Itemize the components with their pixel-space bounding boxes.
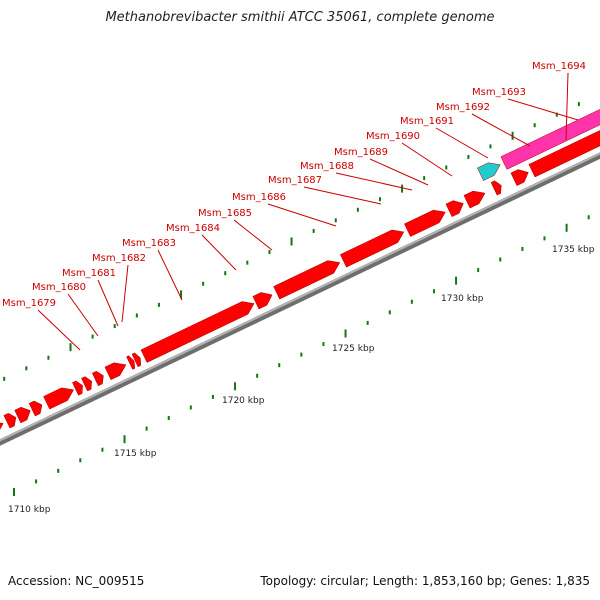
genome-backbone-highlight: [0, 152, 600, 442]
leader-line: [201, 234, 237, 271]
gene-arrow: [445, 200, 464, 218]
gene-label: Msm_1691: [400, 116, 454, 127]
kbp-label: 1720 kbp: [222, 396, 265, 406]
leader-line: [401, 142, 453, 177]
gene-track: [0, 109, 600, 430]
label-leaders: [37, 72, 579, 351]
leader-line: [121, 264, 129, 323]
gene-arrow: [252, 292, 273, 310]
gene-arrow: [340, 229, 405, 268]
gene-label: Msm_1689: [334, 147, 388, 158]
leader-line: [303, 186, 382, 205]
gene-label: Msm_1683: [122, 238, 176, 249]
leader-line: [97, 279, 119, 327]
gene-arrow: [404, 209, 446, 237]
kbp-label: 1735 kbp: [552, 245, 595, 255]
accession-text: Accession: NC_009515: [8, 574, 145, 588]
kbp-label: 1725 kbp: [332, 344, 375, 354]
gene-arrow: [140, 301, 255, 363]
kbp-label: 1715 kbp: [114, 449, 157, 459]
leader-line: [471, 113, 531, 147]
kbp-label: 1710 kbp: [8, 505, 51, 515]
genome-backbone: [0, 152, 600, 446]
inner-tick-row: [13, 215, 590, 496]
gene-arrow: [528, 130, 600, 178]
kbp-label: 1730 kbp: [441, 294, 484, 304]
gene-label: Msm_1690: [366, 131, 420, 142]
gene-label: Msm_1694: [532, 61, 586, 72]
gene-label: Msm_1680: [32, 282, 86, 293]
gene-arrow: [273, 260, 341, 300]
gene-arrow: [91, 370, 104, 387]
leader-line: [267, 203, 337, 227]
gene-label: Msm_1685: [198, 208, 252, 219]
gene-arrow: [510, 169, 529, 186]
gene-labels: Msm_1679 Msm_1680 Msm_1681 Msm_1682 Msm_1683…: [2, 61, 586, 309]
gene-label: Msm_1688: [300, 161, 354, 172]
gene-label: Msm_1681: [62, 268, 116, 279]
gene-arrow: [490, 180, 502, 196]
gene-label: Msm_1682: [92, 253, 146, 264]
rna-gene-cyan: [477, 162, 501, 181]
gene-label: Msm_1687: [268, 175, 322, 186]
gene-label: Msm_1686: [232, 192, 286, 203]
gene-arrow: [28, 400, 43, 417]
leader-line: [369, 158, 429, 186]
leader-line: [435, 127, 489, 159]
summary-text: Topology: circular; Length: 1,853,160 bp…: [260, 574, 590, 588]
gene-label: Msm_1684: [166, 223, 220, 234]
gene-arrow: [131, 352, 141, 368]
gene-label: Msm_1692: [436, 102, 490, 113]
gene-arrow: [72, 380, 83, 396]
outer-tick-row: [3, 102, 580, 381]
gene-arrow: [0, 422, 4, 430]
gene-arrow: [104, 362, 127, 381]
gene-arrow: [81, 376, 92, 392]
leader-line: [565, 72, 569, 141]
leader-line: [157, 249, 183, 301]
leader-line: [335, 172, 413, 191]
leader-line: [37, 309, 81, 351]
leader-line: [67, 293, 99, 337]
gene-arrow: [126, 355, 136, 370]
gene-arrow: [14, 406, 31, 424]
map-title: Methanobrevibacter smithii ATCC 35061, c…: [105, 10, 495, 25]
rna-gene-pink: [500, 109, 600, 170]
gene-label: Msm_1693: [472, 87, 526, 98]
gene-label: Msm_1679: [2, 298, 56, 309]
leader-line: [233, 219, 273, 251]
kbp-marks: 1710 kbp 1715 kbp 1720 kbp 1725 kbp 1730 kbp…: [8, 245, 595, 515]
gene-arrow: [43, 387, 75, 410]
gene-arrow: [3, 412, 17, 429]
gene-arrow: [463, 190, 486, 209]
